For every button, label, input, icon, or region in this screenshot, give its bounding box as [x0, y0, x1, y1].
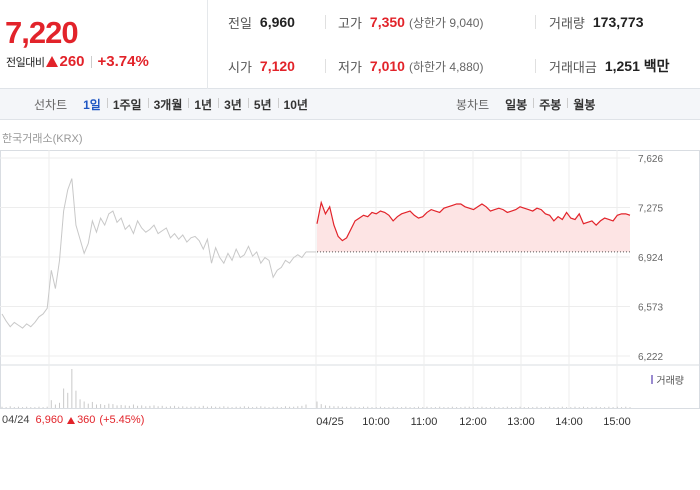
divider [90, 55, 92, 68]
volume-swatch [651, 375, 654, 384]
y-tick-label: 6,573 [638, 303, 663, 314]
line-chart-tabs: 선차트 1일 1주일 3개월 1년 3년 5년 10년 [34, 89, 314, 119]
open-label: 시가 [228, 59, 252, 75]
divider [535, 59, 536, 73]
prev-day-close: 6,960 [35, 414, 64, 426]
series-area-today [317, 202, 630, 252]
trade-amount: 거래대금 1,251 백만 [549, 44, 670, 88]
tab-monthly[interactable]: 월봉 [567, 96, 601, 113]
x-tick-label: 13:00 [507, 416, 535, 428]
lower-limit: (하한가 4,880) [408, 59, 484, 74]
high-label: 고가 [338, 15, 362, 31]
volume-legend-label: 거래량 [656, 376, 684, 387]
price-summary: 7,220 전일대비 260 +3.74% 전일 6,960 고가 7,350 … [0, 0, 700, 89]
current-price: 7,220 [5, 15, 79, 50]
prev-day-summary: 04/24 6,960 360 (+5.45%) [2, 414, 144, 426]
x-tick-label: 04/25 [316, 416, 344, 428]
chart-period-tabs: 선차트 1일 1주일 3개월 1년 3년 5년 10년 봉차트 일봉 주봉 월봉 [0, 89, 700, 120]
price-chart: 7,626 7,275 6,924 6,573 6,222 04/25 10:00 11:00… [0, 150, 700, 428]
series-line-prev-day [1, 178, 307, 329]
amount-label: 거래대금 [549, 59, 597, 75]
tab-1w[interactable]: 1주일 [106, 96, 148, 113]
open-value: 7,120 [259, 58, 295, 74]
high-value: 7,350 [369, 14, 405, 30]
divider [325, 15, 326, 29]
low-label: 저가 [338, 59, 362, 75]
tab-3m[interactable]: 3개월 [147, 96, 189, 113]
prev-day-change: 360 [77, 414, 96, 426]
market-label: 한국거래소(KRX) [2, 133, 83, 145]
tab-daily[interactable]: 일봉 [505, 97, 528, 112]
y-tick-label: 7,275 [638, 204, 663, 215]
up-triangle-icon [67, 416, 76, 424]
tab-1d[interactable]: 1일 [83, 97, 101, 112]
up-triangle-icon [46, 56, 59, 67]
open-price: 시가 7,120 [228, 44, 295, 88]
line-chart-title: 선차트 [34, 97, 68, 112]
volume: 거래량 173,773 [549, 0, 644, 44]
volume-legend: 거래량 [651, 372, 684, 387]
high-price: 고가 7,350 (상한가 9,040) [338, 0, 483, 44]
change-label: 전일대비 [6, 56, 45, 69]
chart-frame [0, 150, 700, 409]
volume-label: 거래량 [549, 15, 585, 31]
tab-1y[interactable]: 1년 [188, 96, 218, 113]
candle-chart-title: 봉차트 [456, 97, 490, 112]
divider [535, 15, 536, 29]
upper-limit: (상한가 9,040) [408, 15, 484, 30]
tab-weekly[interactable]: 주봉 [533, 96, 567, 113]
amount-value: 1,251 백만 [604, 58, 670, 74]
change-row: 전일대비 260 +3.74% [6, 53, 149, 70]
low-price: 저가 7,010 (하한가 4,880) [338, 44, 483, 88]
current-price-box: 7,220 전일대비 260 +3.74% [0, 0, 208, 89]
change-value: 260 [59, 53, 85, 70]
x-tick-label: 14:00 [555, 416, 583, 428]
x-tick-label: 15:00 [603, 416, 631, 428]
prev-close-value: 6,960 [259, 14, 295, 30]
y-tick-label: 7,626 [638, 154, 663, 165]
prev-day-date: 04/24 [2, 414, 30, 426]
candle-chart-tabs: 봉차트 일봉 주봉 월봉 [456, 89, 601, 119]
prev-close: 전일 6,960 [228, 0, 295, 44]
tab-5y[interactable]: 5년 [247, 96, 278, 113]
x-tick-label: 11:00 [411, 416, 438, 428]
change-rate: +3.74% [97, 53, 149, 70]
series-line-today [316, 200, 631, 242]
y-tick-label: 6,222 [638, 352, 663, 363]
volume-value: 173,773 [592, 14, 644, 30]
divider [325, 59, 326, 73]
tab-10y[interactable]: 10년 [277, 96, 314, 113]
x-tick-label: 12:00 [459, 416, 487, 428]
tab-3y[interactable]: 3년 [218, 96, 248, 113]
prev-day-rate: (+5.45%) [99, 414, 145, 426]
low-value: 7,010 [369, 58, 405, 74]
prev-close-label: 전일 [228, 15, 252, 31]
y-tick-label: 6,924 [638, 253, 663, 264]
x-tick-label: 10:00 [362, 416, 390, 428]
